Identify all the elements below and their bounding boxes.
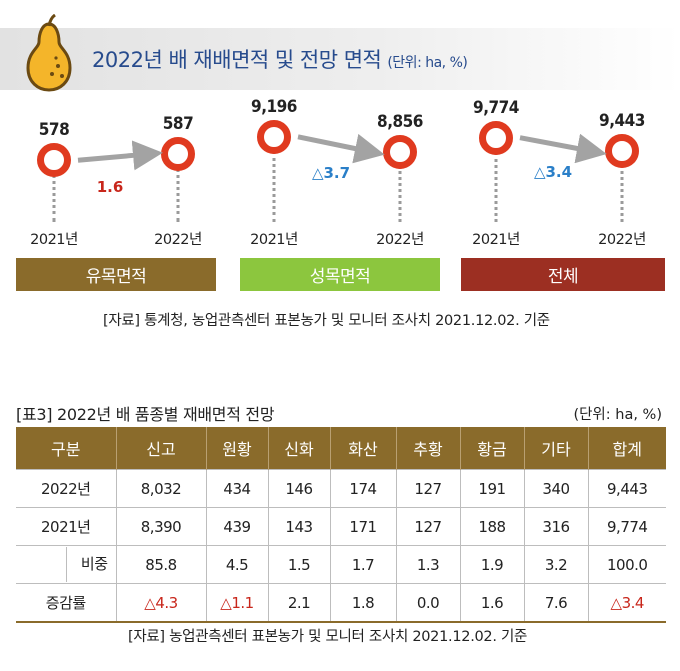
panel-1-trend-arrow <box>297 133 385 164</box>
table-cell: 316 <box>523 507 588 546</box>
source-note-chart: [자료] 통계청, 농업관측센터 표본농가 및 모니터 조사치 2021.12.… <box>103 313 550 329</box>
table-cell: 8,032 <box>115 469 206 508</box>
panel-1-point-1 <box>383 134 417 169</box>
table-cell: 1.5 <box>267 545 330 584</box>
table-row: 2022년 8,032 434 146 174 127 191 340 9,443 <box>16 469 666 508</box>
panel-0-point-0 <box>37 143 71 178</box>
panel-0-category-bar: 유목면적 <box>16 258 216 291</box>
panel-0-point-1 <box>161 137 195 172</box>
table-cell: 9,443 <box>587 469 666 508</box>
panel-0-year-label-1: 2022년 <box>154 232 202 248</box>
pear-icon <box>26 14 72 92</box>
panel-0-dotted-line-1 <box>176 168 180 222</box>
table-header-3: 신화 <box>267 427 330 470</box>
table-cell: 2.1 <box>267 583 330 623</box>
table-cell: 434 <box>205 469 268 508</box>
table-row-label: 2022년 <box>16 469 116 508</box>
panel-0-trend-arrow <box>77 140 163 171</box>
table-header-1: 신고 <box>115 427 206 470</box>
title-band <box>0 28 680 90</box>
table-cell: 143 <box>267 507 330 546</box>
arrows-layer <box>77 133 607 171</box>
table-cell: 4.5 <box>205 545 268 584</box>
table-cell: 146 <box>267 469 330 508</box>
table-cell: 1.3 <box>395 545 460 584</box>
panel-1-value-label-0: 9,196 <box>251 96 297 117</box>
table-row-label: 2021년 <box>16 507 116 546</box>
table-cell: 439 <box>205 507 268 546</box>
panel-1-point-0 <box>257 119 291 154</box>
panel-1-dotted-line-1 <box>398 165 402 222</box>
chart-unit: (단위: ha, %) <box>387 55 468 71</box>
panel-2-value-label-0: 9,774 <box>473 97 519 118</box>
chart-title: 2022년 배 재배면적 및 전망 면적 (단위: ha, %) <box>92 44 468 74</box>
panel-2-category-bar: 전체 <box>461 258 665 291</box>
table-header-7: 기타 <box>523 427 588 470</box>
panel-2-year-label-1: 2022년 <box>598 232 646 248</box>
table-row-label: 증감률 <box>16 583 116 623</box>
table-header-6: 황금 <box>459 427 524 470</box>
table-header-5: 추황 <box>395 427 460 470</box>
table-cell: △4.3 <box>115 583 206 623</box>
table-row: 증감률 △4.3 △1.1 2.1 1.8 0.0 1.6 7.6 △3.4 <box>16 583 666 623</box>
table-cell: 127 <box>395 469 460 508</box>
table-row-label: 비중 <box>16 545 116 584</box>
chart-title-text: 2022년 배 재배면적 및 전망 면적 <box>92 48 382 72</box>
variety-area-table: 구분 신고 원황 신화 화산 추황 황금 기타 합계 2022년 8,032 434 146 174 12… <box>16 427 666 623</box>
table-row: 2021년 8,390 439 143 171 127 188 316 9,774 <box>16 507 666 546</box>
panel-2-value-label-1: 9,443 <box>599 111 645 132</box>
source-note-table: [자료] 농업관측센터 표본농가 및 모니터 조사치 2021.12.02. 기… <box>128 629 528 645</box>
table-cell: 127 <box>395 507 460 546</box>
table-row-label-text: 비중 <box>65 547 108 582</box>
panel-2-point-0 <box>479 120 513 155</box>
panel-1-change-label: △3.7 <box>311 163 351 182</box>
table-body: 2022년 8,032 434 146 174 127 191 340 9,443 2021년 8,… <box>16 469 666 623</box>
panel-2-dotted-line-0 <box>494 151 498 222</box>
table-header-row: 구분 신고 원황 신화 화산 추황 황금 기타 합계 <box>16 427 666 470</box>
table-header-4: 화산 <box>329 427 396 470</box>
table-header-0: 구분 <box>16 427 116 470</box>
panel-2-point-1 <box>605 134 639 169</box>
panel-0-year-label-0: 2021년 <box>30 232 78 248</box>
table-cell: 1.9 <box>459 545 524 584</box>
panel-0-dotted-line-0 <box>52 174 56 222</box>
panel-1-year-label-0: 2021년 <box>250 232 298 248</box>
table-cell: 1.7 <box>329 545 396 584</box>
table-unit: (단위: ha, %) <box>573 407 662 423</box>
table-cell: 7.6 <box>523 583 588 623</box>
panel-1-category-bar: 성목면적 <box>240 258 440 291</box>
table-cell: 3.2 <box>523 545 588 584</box>
panel-0-value-label-1: 587 <box>162 114 194 135</box>
panel-2-dotted-line-1 <box>620 165 624 222</box>
table-cell: 340 <box>523 469 588 508</box>
table-header-8: 합계 <box>587 427 666 470</box>
table-cell: △1.1 <box>205 583 268 623</box>
table-cell: 171 <box>329 507 396 546</box>
table-cell: 1.8 <box>329 583 396 623</box>
panel-1-dotted-line-0 <box>272 150 276 222</box>
panel-2-year-label-0: 2021년 <box>472 232 520 248</box>
table-cell: 100.0 <box>587 545 666 584</box>
panel-0-change-label: 1.6 <box>96 178 124 197</box>
table-cell: 8,390 <box>115 507 206 546</box>
table-cell: 174 <box>329 469 396 508</box>
table-title: [표3] 2022년 배 품종별 재배면적 전망 <box>16 405 275 424</box>
table-cell: 9,774 <box>587 507 666 546</box>
table-row: 비중 85.8 4.5 1.5 1.7 1.3 1.9 3.2 100.0 <box>16 545 666 584</box>
table-cell: 1.6 <box>459 583 524 623</box>
panel-2-trend-arrow <box>519 133 607 164</box>
table-cell: △3.4 <box>587 583 666 623</box>
panel-2-change-label: △3.4 <box>533 163 573 182</box>
table-cell: 191 <box>459 469 524 508</box>
table-cell: 0.0 <box>395 583 460 623</box>
panel-0-value-label-0: 578 <box>38 120 70 141</box>
table-cell: 85.8 <box>115 545 206 584</box>
table-header-2: 원황 <box>205 427 268 470</box>
panel-1-value-label-1: 8,856 <box>377 111 423 132</box>
table-cell: 188 <box>459 507 524 546</box>
panel-1-year-label-1: 2022년 <box>376 232 424 248</box>
